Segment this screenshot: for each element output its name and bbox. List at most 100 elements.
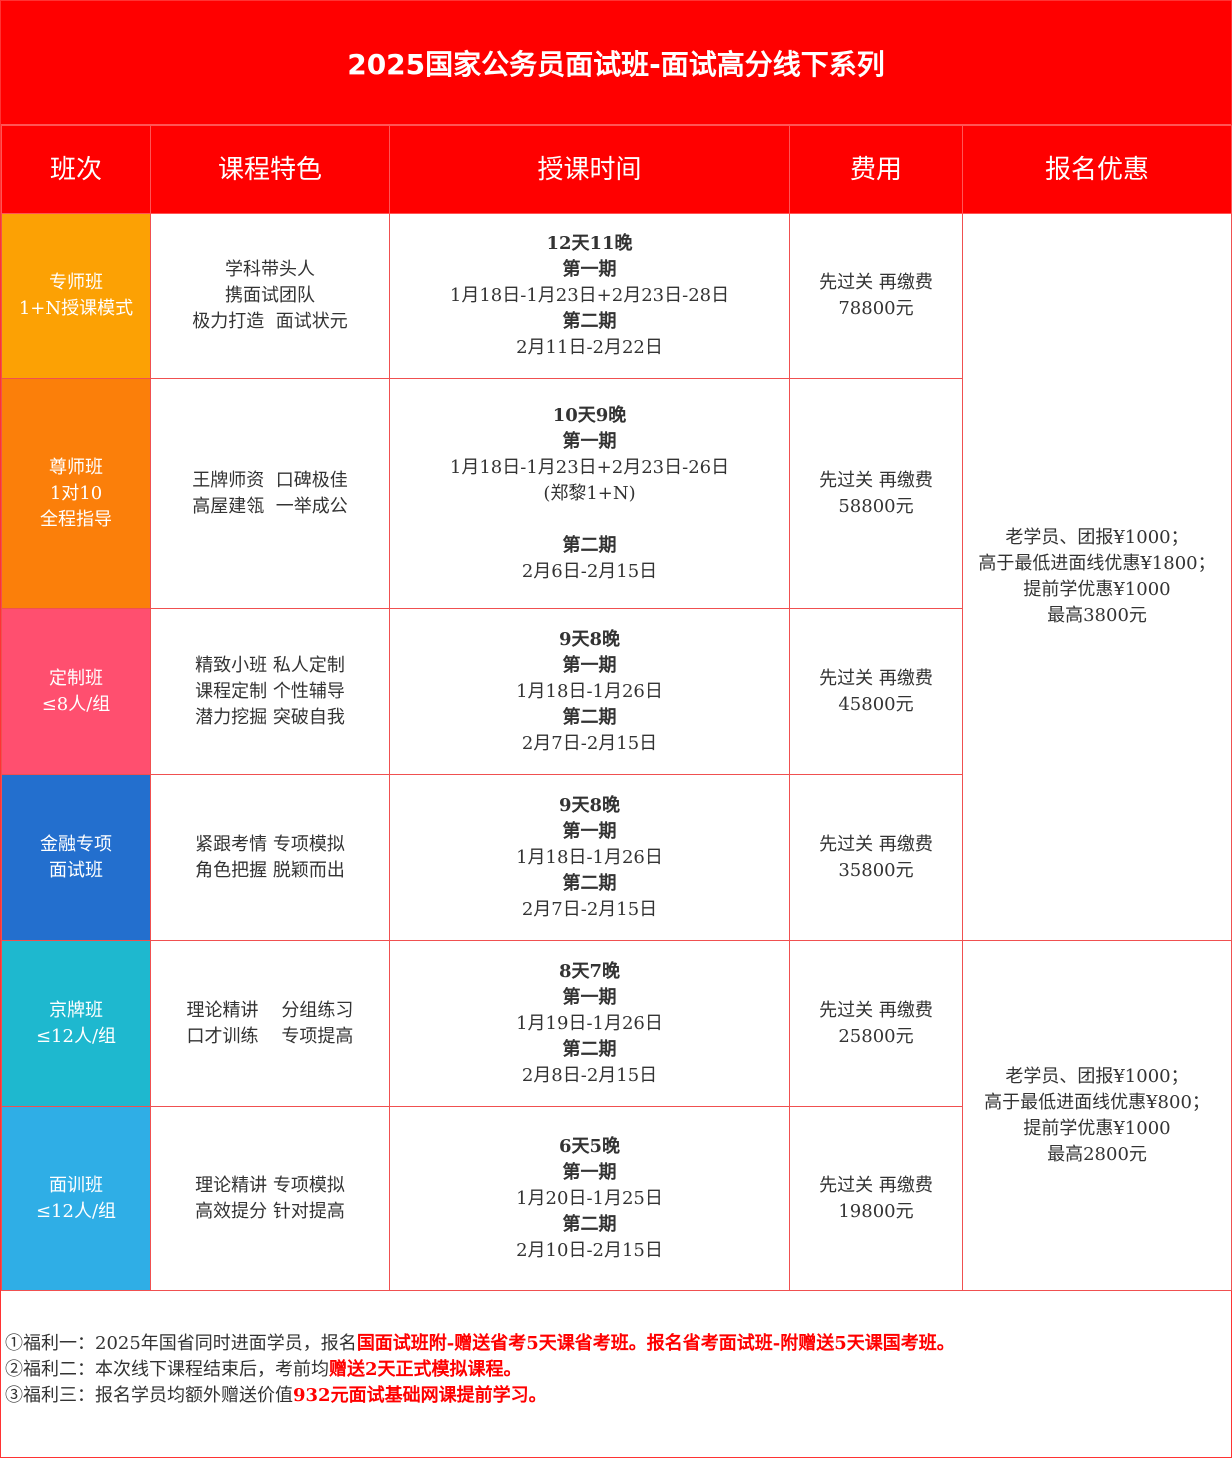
cell-line: 9天8晚	[558, 794, 621, 816]
features-cell: 理论精讲 专项模拟 高效提分 针对提高	[150, 1106, 390, 1291]
cell-line: 2月7日-2月15日	[521, 898, 658, 920]
cell-line: 1月18日-1月26日	[516, 680, 663, 702]
cell-line: 先过关 再缴费	[819, 272, 933, 293]
cell-line: 精致小班 私人定制	[195, 654, 345, 676]
cell-line: 1月20日-1月25日	[516, 1187, 663, 1209]
cell-line: 老学员、团报¥1000；	[1005, 527, 1189, 548]
benefit-highlight: 932元面试基础网课提前学习。	[293, 1385, 547, 1406]
cell-line: 78800元	[838, 298, 914, 319]
cell-line: 理论精讲 分组练习	[186, 999, 354, 1021]
cell-line: 19800元	[838, 1200, 914, 1222]
cell-line: 提前学优惠¥1000	[1023, 1117, 1171, 1139]
cell-line: 定制班	[49, 667, 103, 689]
cell-line: 第二期	[562, 706, 617, 728]
class-name-cell: 京牌班 ≤12人/组	[1, 940, 151, 1107]
cell-line: 面试班	[49, 859, 103, 881]
cell-line: 25800元	[838, 1025, 914, 1047]
cell-line: 专师班	[49, 272, 103, 293]
cell-line: 8天7晚	[558, 960, 621, 982]
table-row: 尊师班 1对10 全程指导 王牌师资 口碑极佳 高屋建瓴 一举成公 10天9晚 第一期 1月1…	[1, 378, 1232, 609]
cell-line: 第一期	[562, 820, 617, 842]
cell-line: 第二期	[562, 1213, 617, 1235]
class-name-cell: 定制班 ≤8人/组	[1, 608, 151, 775]
cell-line: 2月10日-2月15日	[516, 1239, 663, 1261]
cell-line: 先过关 再缴费	[819, 469, 933, 491]
cell-line: 2月11日-2月22日	[516, 337, 663, 358]
cell-line: 9天8晚	[558, 628, 621, 650]
cell-line: 第二期	[562, 534, 617, 556]
cell-line: ≤8人/组	[41, 693, 111, 715]
cell-line: ≤12人/组	[35, 1025, 117, 1047]
schedule-cell: 9天8晚第一期 1月18日-1月26日 第二期 2月7日-2月15日	[389, 608, 790, 775]
cell-line: 最高3800元	[1047, 605, 1147, 626]
cell-line: 第二期	[562, 311, 617, 332]
cell-line: 先过关 再缴费	[819, 999, 933, 1021]
benefit-text: ①福利一：2025年国省同时进面学员，报名	[5, 1333, 357, 1354]
benefit-item: ③福利三：报名学员均额外赠送价值932元面试基础网课提前学习。	[5, 1383, 1227, 1409]
cell-line: 课程定制 个性辅导	[195, 680, 345, 702]
benefit-item: ①福利一：2025年国省同时进面学员，报名国面试班附-赠送省考5天课省考班。报名…	[5, 1331, 1227, 1357]
cell-line: 第一期	[562, 986, 617, 1008]
column-header: 授课时间	[389, 125, 790, 214]
cell-line: 尊师班	[49, 456, 103, 478]
cell-line: 京牌班	[49, 999, 103, 1021]
cell-line: 第一期	[562, 430, 617, 452]
cell-line: 潜力挖掘 突破自我	[195, 706, 345, 728]
cell-line: 第一期	[562, 654, 617, 676]
features-cell: 学科带头人 携面试团队 极力打造 面试状元	[150, 213, 390, 379]
fee-cell: 先过关 再缴费 35800元	[789, 774, 963, 941]
fee-cell: 先过关 再缴费 25800元	[789, 940, 963, 1107]
cell-line: 金融专项	[40, 833, 112, 855]
cell-line: 第一期	[562, 1161, 617, 1183]
column-header: 班次	[1, 125, 151, 214]
class-name-cell: 面训班 ≤12人/组	[1, 1106, 151, 1291]
cell-line: 2月6日-2月15日	[521, 560, 658, 582]
page-title: 2025国家公务员面试班-面试高分线下系列	[1, 1, 1231, 125]
cell-line: 口才训练 专项提高	[186, 1025, 354, 1047]
cell-line: 1月19日-1月26日	[516, 1012, 663, 1034]
discount-cell: 老学员、团报¥1000； 高于最低进面线优惠¥800； 提前学优惠¥1000 最高28…	[962, 940, 1232, 1291]
column-header: 费用	[789, 125, 963, 214]
class-name-cell: 尊师班 1对10 全程指导	[1, 378, 151, 609]
fee-cell: 先过关 再缴费 58800元	[789, 378, 963, 609]
cell-line: 先过关 再缴费	[819, 833, 933, 855]
table-row: 专师班 1+N授课模式 学科带头人 携面试团队 极力打造 面试状元 12天11晚 第一期 1月…	[1, 213, 1232, 941]
benefit-text: ②福利二：本次线下课程结束后，考前均	[5, 1359, 329, 1380]
cell-line: (郑黎1+N)	[543, 482, 636, 504]
column-header: 报名优惠	[962, 125, 1232, 214]
cell-line: 携面试团队	[225, 285, 315, 306]
cell-line: 12天11晚	[546, 233, 633, 254]
schedule-cell: 6天5晚 第一期 1月20日-1月25日 第二期 2月10日-2月15日	[389, 1106, 790, 1291]
cell-line: 高于最低进面线优惠¥800；	[984, 1091, 1210, 1113]
table-row: 面训班 ≤12人/组 理论精讲 专项模拟 高效提分 针对提高 6天5晚 第一期 1月20日-…	[1, 1106, 1232, 1291]
cell-line: 2月8日-2月15日	[521, 1064, 658, 1086]
cell-line: 王牌师资 口碑极佳	[192, 469, 348, 491]
cell-line: 1对10	[49, 482, 103, 504]
cell-line: 35800元	[838, 859, 914, 881]
course-table: 班次 课程特色 授课时间 费用 报名优惠 专师班 1+N授课模式 学科带头人 携面试团队 极力打…	[1, 125, 1232, 1291]
class-name-cell: 专师班 1+N授课模式	[1, 213, 151, 379]
benefit-highlight: 国面试班附-赠送省考5天课省考班。报名省考面试班-附赠送5天课国考班。	[356, 1333, 955, 1354]
fee-cell: 先过关 再缴费 78800元	[789, 213, 963, 379]
cell-line: 2月7日-2月15日	[521, 732, 658, 754]
cell-line: 高屋建瓴 一举成公	[192, 495, 348, 517]
cell-line: 1+N授课模式	[18, 298, 134, 319]
schedule-cell: 9天8晚 第一期 1月18日-1月26日 第二期 2月7日-2月15日	[389, 774, 790, 941]
features-cell: 精致小班 私人定制 课程定制 个性辅导 潜力挖掘 突破自我	[150, 608, 390, 775]
class-name-cell: 金融专项 面试班	[1, 774, 151, 941]
cell-line: 紧跟考情 专项模拟	[195, 833, 345, 855]
cell-line: 老学员、团报¥1000；	[1005, 1065, 1189, 1087]
cell-line: 第二期	[562, 1038, 617, 1060]
cell-line: 提前学优惠¥1000	[1023, 579, 1171, 600]
cell-line: 高于最低进面线优惠¥1800；	[978, 553, 1216, 574]
cell-line: 全程指导	[40, 508, 112, 530]
schedule-cell: 12天11晚 第一期 1月18日-1月23日+2月23日-28日 第二期 2月11日-2…	[389, 213, 790, 379]
table-row: 金融专项 面试班 紧跟考情 专项模拟 角色把握 脱颖而出 9天8晚 第一期 1月18日-1月…	[1, 774, 1232, 941]
cell-line	[390, 507, 789, 533]
table-row: 定制班 ≤8人/组 精致小班 私人定制 课程定制 个性辅导 潜力挖掘 突破自我 9天8晚第…	[1, 608, 1232, 775]
cell-line: 第一期	[562, 259, 617, 280]
features-cell: 王牌师资 口碑极佳 高屋建瓴 一举成公	[150, 378, 390, 609]
schedule-cell: 10天9晚 第一期 1月18日-1月23日+2月23日-26日 (郑黎1+N) 第二期…	[389, 378, 790, 609]
cell-line: 理论精讲 专项模拟	[195, 1174, 345, 1196]
